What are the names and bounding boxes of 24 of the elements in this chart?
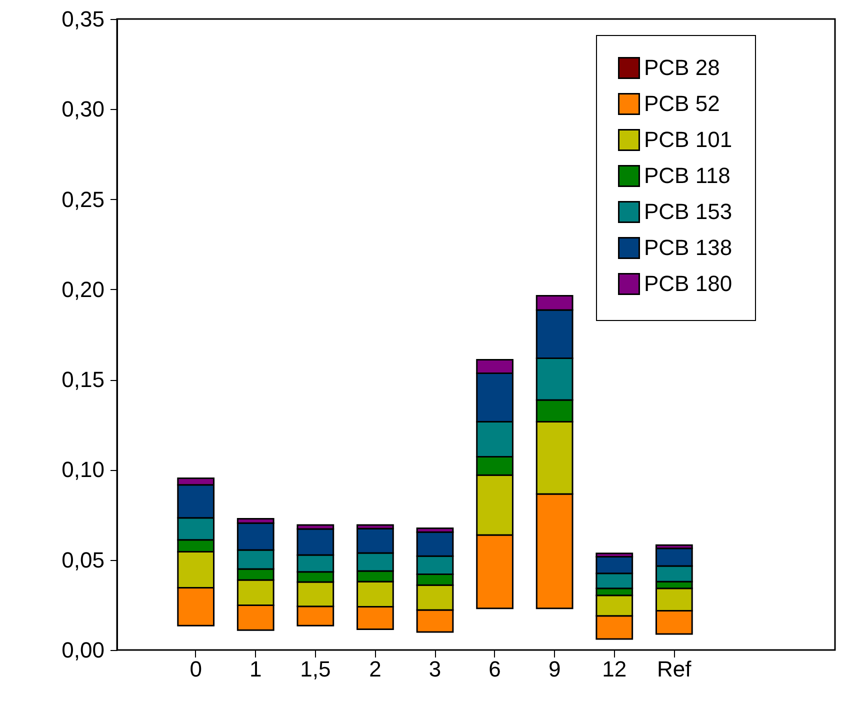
x-tick-label: Ref (657, 656, 692, 682)
y-tick-label: 0,30 (62, 96, 104, 122)
x-tick-label: 1,5 (300, 656, 331, 682)
legend-label: PCB 153 (644, 199, 732, 224)
y-tick-label: 0,35 (62, 6, 104, 32)
legend-label: PCB 180 (644, 271, 732, 296)
legend-label: PCB 101 (644, 127, 732, 152)
x-tick-label: 12 (602, 656, 627, 682)
x-tick-label: 0 (190, 656, 202, 682)
legend-label: PCB 52 (644, 91, 720, 116)
y-tick-label: 0,10 (62, 457, 104, 482)
x-tick-label: 2 (369, 656, 382, 682)
y-tick-label: 0,25 (62, 186, 104, 212)
legend-label: PCB 138 (644, 235, 732, 260)
y-tick-label: 0,20 (62, 276, 104, 302)
y-tick-label: 0,15 (62, 367, 104, 392)
x-tick-label: 6 (488, 656, 501, 682)
legend-label: PCB 28 (644, 55, 720, 80)
x-tick-label: 1 (250, 656, 262, 682)
legend-label: PCB 118 (644, 163, 730, 188)
x-tick-label: 9 (548, 656, 561, 682)
x-tick-label: 3 (428, 656, 442, 682)
y-tick-label: 0,00 (62, 638, 104, 662)
y-tick-label: 0,05 (62, 547, 104, 572)
